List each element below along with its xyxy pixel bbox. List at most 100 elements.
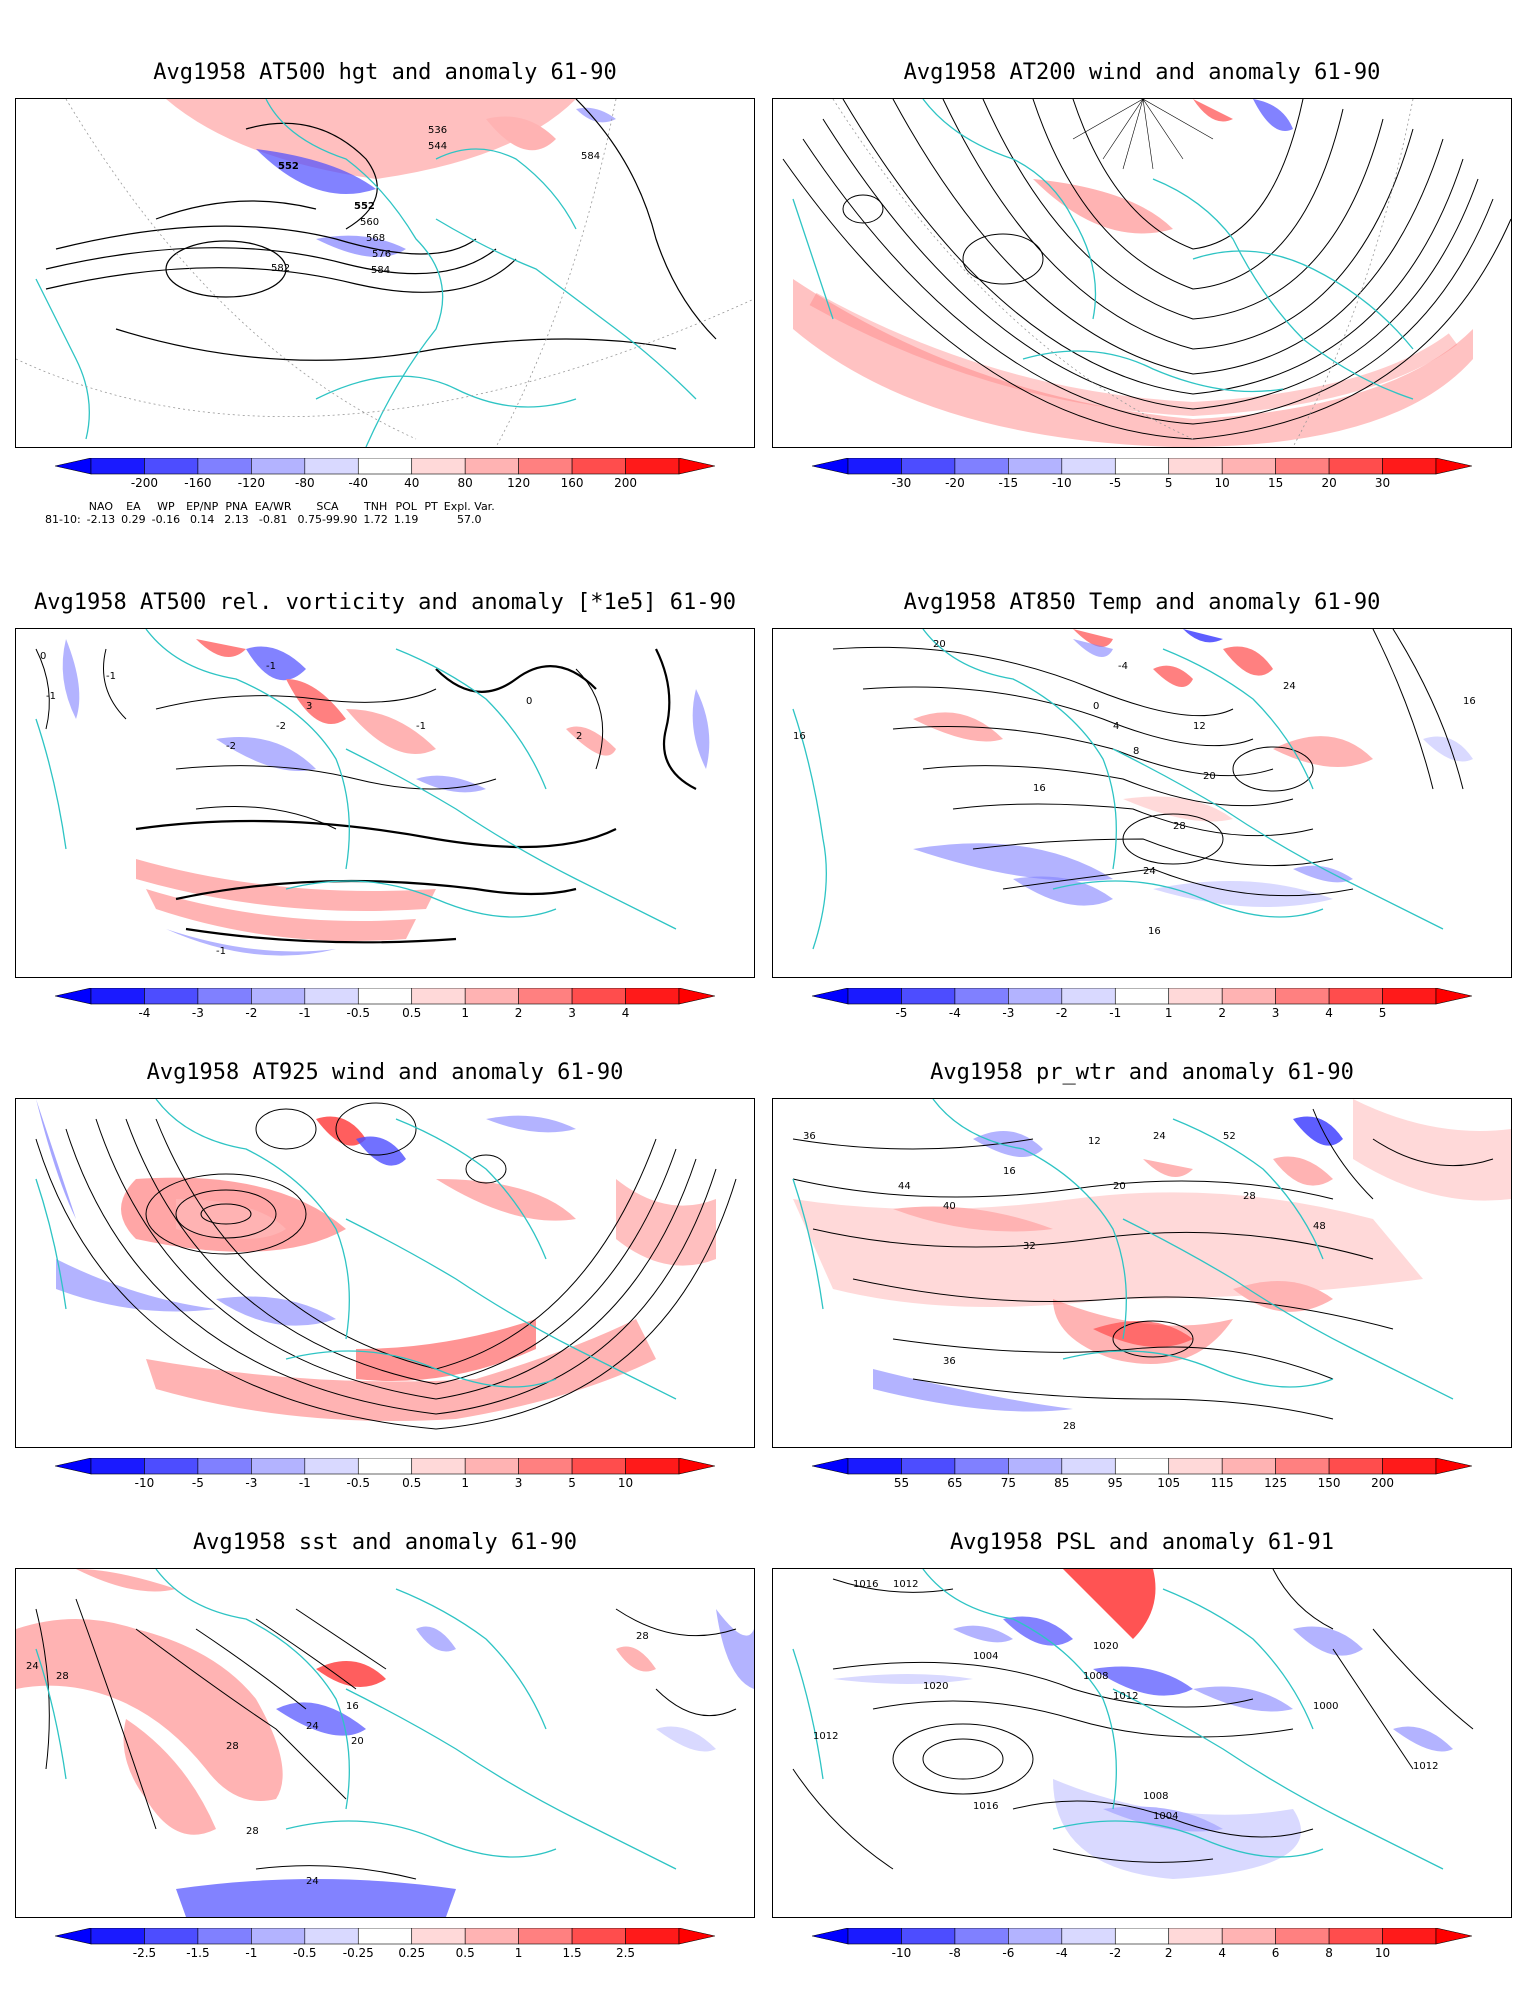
map-plot[interactable]: 20 -4 0 4 8 12 16 16 20 24 28 24 16 16 bbox=[772, 628, 1512, 978]
panel-title: Avg1958 AT500 rel. vorticity and anomaly… bbox=[34, 590, 736, 615]
colorbar-segment bbox=[901, 988, 956, 1005]
colorbar-tick-label: -2 bbox=[1055, 1006, 1068, 1020]
colorbar-high-arrow bbox=[1435, 458, 1472, 475]
contour-label: 2 bbox=[576, 731, 582, 742]
colorbar-tick-label: 3 bbox=[514, 1476, 523, 1490]
colorbar-ticks: -5 -4 -3 -2 -1 1 2 3 4 5 bbox=[812, 1006, 1472, 1024]
colorbar-tick-label: 3 bbox=[1271, 1006, 1280, 1020]
contour-label: 3 bbox=[306, 701, 312, 712]
colorbar-segment bbox=[1328, 1928, 1383, 1945]
panel-title: Avg1958 sst and anomaly 61-90 bbox=[192, 1530, 578, 1555]
colorbar-tick-label: 200 bbox=[1371, 1476, 1394, 1490]
colorbar-tick-label: 8 bbox=[1325, 1946, 1333, 1960]
map-plot[interactable] bbox=[772, 98, 1512, 448]
contour-label: -2 bbox=[226, 741, 236, 752]
colorbar-high-arrow bbox=[678, 1928, 715, 1945]
colorbar-segment bbox=[1221, 458, 1276, 475]
teleconnection-indices: NAO EA WP EP/NP PNA EA/WR SCA TNH POL PT Expl. … bbox=[45, 500, 501, 526]
colorbar-tick-label: -3 bbox=[1002, 1006, 1015, 1020]
map-plot[interactable]: 24 28 28 16 20 24 28 24 28 bbox=[15, 1568, 755, 1918]
colorbar-tick-label: 4 bbox=[1218, 1946, 1226, 1960]
colorbar-segment bbox=[1008, 1928, 1063, 1945]
contour-label: 544 bbox=[428, 141, 447, 152]
contour-label: 568 bbox=[366, 233, 385, 244]
colorbar-segment bbox=[357, 1458, 413, 1475]
colorbar-tick-label: 4 bbox=[621, 1006, 630, 1020]
panel-title: Avg1958 AT500 hgt and anomaly 61-90 bbox=[153, 60, 617, 85]
colorbar-high-arrow bbox=[678, 988, 715, 1005]
colorbar-low-arrow bbox=[55, 1928, 92, 1945]
colorbar-segment bbox=[1168, 1458, 1223, 1475]
colorbar-segment bbox=[144, 988, 199, 1005]
colorbar-tick-label: 0.25 bbox=[398, 1946, 426, 1960]
contour-label: 24 bbox=[1143, 866, 1156, 877]
colorbar-segment bbox=[571, 458, 626, 475]
contour-label: 20 bbox=[1203, 771, 1216, 782]
colorbar-segment bbox=[1275, 1928, 1330, 1945]
map-plot[interactable]: 1016 1012 1004 1020 1012 1008 1000 1020 … bbox=[772, 1568, 1512, 1918]
colorbar-segment bbox=[1061, 458, 1116, 475]
colorbar-segment bbox=[251, 458, 306, 475]
contour-label: 16 bbox=[1463, 696, 1476, 707]
contour-label: 1012 bbox=[893, 1579, 918, 1590]
colorbar-segment bbox=[901, 1458, 956, 1475]
colorbar-high-arrow bbox=[678, 1458, 715, 1475]
colorbar-tick-label: -10 bbox=[891, 1946, 912, 1960]
contour-label: 24 bbox=[1153, 1131, 1166, 1142]
colorbar-tick-label: -30 bbox=[891, 476, 912, 490]
colorbar-low-arrow bbox=[55, 458, 92, 475]
colorbar-tick-label: 2.5 bbox=[615, 1946, 636, 1960]
colorbar-tick-label: -1 bbox=[245, 1946, 258, 1960]
contour-label: 8 bbox=[1133, 746, 1139, 757]
colorbar-segment bbox=[1168, 988, 1223, 1005]
colorbar: -2.5 -1.5 -1 -0.5 -0.25 0.25 0.5 1 1.5 2.5 bbox=[55, 1928, 715, 1968]
map-plot[interactable]: -1 -1 0 -1 -2 3 -1 -2 2 0 -1 bbox=[15, 628, 755, 978]
colorbar-segment bbox=[90, 988, 145, 1005]
map-plot[interactable]: 536 544 552 552 560 568 576 584 584 582 bbox=[15, 98, 755, 448]
colorbar-segment bbox=[1008, 1458, 1063, 1475]
contour-label: 12 bbox=[1193, 721, 1206, 732]
contour-label: 24 bbox=[306, 1721, 319, 1732]
contour-label: 28 bbox=[636, 1631, 649, 1642]
colorbar-low-arrow bbox=[812, 988, 849, 1005]
colorbar-segment bbox=[625, 1458, 680, 1475]
colorbar-segment bbox=[571, 988, 626, 1005]
contour-label: 0 bbox=[526, 696, 532, 707]
contour-label: -1 bbox=[106, 671, 116, 682]
colorbar-segment bbox=[1008, 458, 1063, 475]
contour-label: -1 bbox=[216, 946, 226, 957]
panel-title: Avg1958 AT925 wind and anomaly 61-90 bbox=[146, 1060, 624, 1085]
colorbar-segment bbox=[1382, 988, 1437, 1005]
contour-label: 1012 bbox=[1113, 1691, 1138, 1702]
colorbar-tick-label: 115 bbox=[1210, 1476, 1234, 1490]
colorbar-low-arrow bbox=[812, 1458, 849, 1475]
map-plot[interactable]: 12 16 20 24 28 32 36 40 44 48 52 36 28 bbox=[772, 1098, 1512, 1448]
colorbar-segment bbox=[251, 1458, 306, 1475]
colorbar-segment bbox=[954, 1458, 1009, 1475]
colorbar-segment bbox=[518, 988, 573, 1005]
colorbar-segment bbox=[901, 458, 956, 475]
colorbar-ticks: -10 -5 -3 -1 -0.5 0.5 1 3 5 10 bbox=[55, 1476, 715, 1494]
colorbar-tick-label: -10 bbox=[1052, 476, 1072, 490]
contour-label: 36 bbox=[943, 1356, 956, 1367]
map-plot[interactable] bbox=[15, 1098, 755, 1448]
colorbar-tick-label: -2 bbox=[1109, 1946, 1122, 1960]
colorbar-segment bbox=[197, 1928, 252, 1945]
colorbar-tick-label: -40 bbox=[348, 476, 369, 490]
panel-title: Avg1958 pr_wtr and anomaly 61-90 bbox=[930, 1060, 1354, 1085]
colorbar-segment bbox=[464, 1928, 519, 1945]
contour-label: 20 bbox=[351, 1736, 364, 1747]
colorbar-tick-label: 160 bbox=[560, 476, 584, 490]
colorbar-tick-label: 2 bbox=[1164, 1946, 1173, 1960]
colorbar-segment bbox=[144, 458, 199, 475]
colorbar-segment bbox=[1008, 988, 1063, 1005]
colorbar-segment bbox=[1382, 458, 1437, 475]
colorbar-segment bbox=[1275, 458, 1330, 475]
colorbar-tick-label: -1 bbox=[298, 1006, 311, 1020]
contour-label: 28 bbox=[1063, 1421, 1076, 1432]
colorbar-segment bbox=[411, 988, 466, 1005]
colorbar-tick-label: 1.5 bbox=[562, 1946, 582, 1960]
colorbar: -30 -20 -15 -10 -5 5 10 15 20 30 bbox=[812, 458, 1472, 498]
colorbar-tick-label: 10 bbox=[1374, 1946, 1391, 1960]
colorbar-segment bbox=[847, 1458, 902, 1475]
